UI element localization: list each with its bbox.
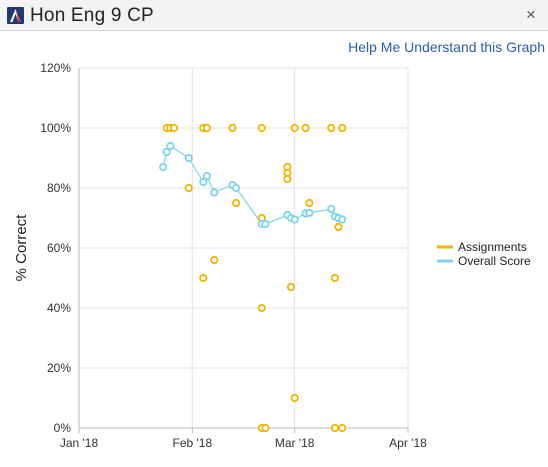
assignment-point xyxy=(210,255,219,265)
overall-score-point xyxy=(202,171,211,181)
assignment-point xyxy=(283,174,292,184)
assignment-point xyxy=(232,198,241,208)
overall-score-point xyxy=(232,183,241,193)
assignment-point xyxy=(334,222,343,232)
close-icon[interactable]: × xyxy=(526,5,536,24)
window-title: Hon Eng 9 CP xyxy=(30,5,154,26)
assignment-point xyxy=(327,123,336,133)
overall-score-point xyxy=(162,147,171,157)
assignment-point xyxy=(305,198,314,208)
overall-score-point xyxy=(305,208,314,217)
assignment-point xyxy=(286,282,296,292)
y-axis-title: % Correct xyxy=(13,214,30,282)
y-tick-label: 20% xyxy=(47,361,71,375)
overall-score-point xyxy=(327,204,336,214)
assignment-point xyxy=(202,123,211,133)
assignment-point xyxy=(261,423,270,433)
app-logo-icon xyxy=(7,7,24,24)
overall-score-point xyxy=(210,188,219,197)
y-tick-label: 120% xyxy=(40,61,71,75)
overall-score-point xyxy=(199,177,208,187)
overall-score-point xyxy=(261,219,270,229)
x-tick-label: Mar '18 xyxy=(275,436,315,450)
assignment-point xyxy=(257,123,266,133)
y-tick-label: 80% xyxy=(47,181,71,195)
x-tick-label: Apr '18 xyxy=(389,436,427,450)
assignment-point xyxy=(330,423,339,433)
help-link[interactable]: Help Me Understand this Graph xyxy=(348,39,545,55)
assignment-point xyxy=(184,183,193,193)
legend-label-assignments: Assignments xyxy=(458,240,527,254)
assignment-point xyxy=(338,123,347,133)
assignment-point xyxy=(330,273,339,283)
assignment-point xyxy=(199,273,208,283)
y-tick-label: 60% xyxy=(47,241,71,255)
overall-score-point xyxy=(338,215,347,224)
overall-score-point xyxy=(166,141,175,151)
assignment-point xyxy=(301,123,310,133)
assignment-point xyxy=(338,423,347,433)
y-tick-label: 0% xyxy=(54,421,72,435)
y-tick-label: 100% xyxy=(40,121,71,135)
assignment-point xyxy=(257,303,266,313)
assignment-point xyxy=(290,393,299,403)
overall-score-point xyxy=(184,153,193,163)
x-tick-label: Feb '18 xyxy=(172,436,212,450)
assignment-point xyxy=(290,123,299,133)
title-bar: Hon Eng 9 CP × xyxy=(0,0,548,31)
assignment-point xyxy=(228,123,237,133)
overall-score-point xyxy=(159,162,168,172)
assignment-point xyxy=(169,123,179,133)
legend-label-overall: Overall Score xyxy=(458,254,531,268)
overall-score-point xyxy=(290,215,299,224)
x-tick-label: Jan '18 xyxy=(60,436,99,450)
y-tick-label: 40% xyxy=(47,301,71,315)
